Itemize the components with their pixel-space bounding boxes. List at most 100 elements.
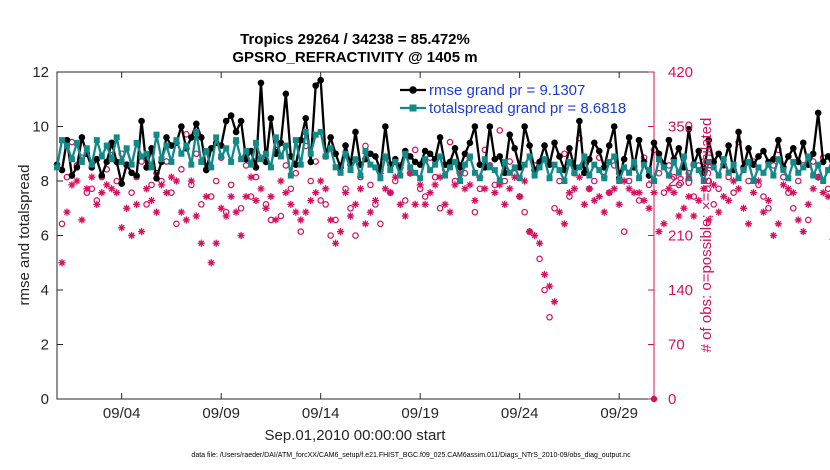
totalspread-point	[720, 156, 727, 163]
obs-assimilated-point	[600, 208, 608, 216]
totalspread-point	[815, 161, 822, 168]
totalspread-point	[780, 167, 787, 174]
totalspread-point	[347, 167, 354, 174]
obs-assimilated-point	[605, 189, 613, 197]
obs-possible-point	[471, 208, 479, 216]
rmse-point	[581, 169, 588, 177]
rmse-point	[267, 115, 275, 122]
totalspread-point	[168, 158, 175, 165]
totalspread-point	[606, 158, 613, 165]
totalspread-point	[312, 131, 319, 138]
totalspread-point	[571, 169, 578, 176]
rmse-point	[576, 117, 583, 125]
totalspread-point	[521, 161, 528, 168]
totalspread-point	[337, 169, 344, 176]
y-left-tick-label: 12	[32, 64, 49, 81]
totalspread-point	[690, 161, 697, 168]
obs-assimilated-point	[794, 216, 802, 224]
totalspread-point	[317, 128, 324, 135]
obs-assimilated-point	[133, 200, 141, 208]
obs-assimilated-point	[302, 208, 310, 216]
obs-assimilated-point	[521, 177, 529, 185]
obs-assimilated-point	[212, 239, 220, 247]
obs-possible-point	[541, 286, 548, 294]
rmse-point	[541, 142, 548, 149]
obs-possible-point	[332, 216, 339, 224]
rmse-point	[824, 153, 830, 160]
totalspread-point	[710, 164, 717, 171]
obs-assimilated-point	[98, 189, 106, 197]
totalspread-point	[267, 164, 274, 171]
obs-possible-point	[496, 127, 504, 134]
obs-assimilated-point	[744, 220, 753, 228]
rmse-point	[202, 166, 210, 174]
obs-assimilated-point	[267, 192, 275, 201]
totalspread-point	[362, 148, 369, 155]
obs-assimilated-point	[217, 204, 225, 212]
rmse-point	[760, 147, 767, 155]
totalspread-point	[760, 169, 767, 176]
totalspread-point	[536, 164, 543, 171]
rmse-point	[566, 145, 573, 152]
totalspread-point	[476, 175, 483, 182]
obs-assimilated-point	[814, 173, 822, 181]
obs-possible-point	[352, 232, 359, 239]
obs-assimilated-point	[635, 189, 643, 197]
rmse-point	[138, 117, 145, 125]
obs-possible-point	[730, 189, 737, 196]
y-right-tick-label: 350	[668, 119, 693, 136]
totalspread-point	[238, 156, 245, 163]
rmse-point	[426, 150, 434, 158]
obs-assimilated-point	[78, 216, 86, 224]
rmse-point	[282, 90, 290, 98]
totalspread-point	[382, 153, 389, 160]
obs-assimilated-point	[705, 216, 713, 224]
rmse-point	[511, 145, 518, 152]
obs-assimilated-point	[560, 220, 569, 228]
rmse-point	[506, 131, 514, 138]
totalspread-point	[531, 172, 538, 179]
obs-possible-point	[401, 197, 409, 204]
totalspread-point	[297, 161, 304, 168]
obs-assimilated-point	[411, 200, 419, 208]
obs-possible-point	[710, 201, 718, 208]
obs-possible-point	[347, 204, 354, 212]
obs-possible-point	[521, 208, 528, 216]
obs-assimilated-point	[436, 173, 444, 181]
rmse-point	[257, 79, 265, 87]
totalspread-point	[342, 150, 349, 157]
obs-assimilated-point	[192, 212, 200, 220]
totalspread-point	[93, 137, 100, 144]
obs-assimilated-point	[685, 192, 693, 201]
rmse-point	[725, 142, 732, 149]
totalspread-point	[223, 145, 230, 152]
obs-assimilated-point	[381, 185, 389, 193]
rmse-point	[476, 161, 484, 168]
obs-assimilated-point	[247, 173, 255, 181]
obs-assimilated-point	[754, 177, 763, 185]
rmse-point	[755, 153, 762, 160]
obs-possible-point	[247, 193, 255, 200]
obs-assimilated-point	[187, 177, 195, 185]
rmse-point	[178, 123, 185, 130]
obs-possible-point	[546, 313, 553, 321]
obs-assimilated-point	[277, 177, 285, 185]
rmse-point	[625, 134, 633, 141]
rmse-point	[695, 147, 703, 155]
obs-possible-point	[342, 185, 349, 193]
obs-assimilated-point	[550, 298, 559, 306]
obs-possible-point	[765, 204, 772, 212]
totalspread-point	[820, 178, 827, 184]
obs-assimilated-point	[227, 192, 235, 201]
rmse-point	[168, 142, 175, 149]
obs-assimilated-point	[496, 181, 504, 189]
obs-assimilated-point	[799, 228, 807, 236]
rmse-point	[252, 164, 260, 171]
obs-assimilated-point	[157, 181, 166, 189]
obs-assimilated-point	[272, 216, 280, 224]
x-tick-label: 09/04	[103, 405, 141, 422]
obs-assimilated-point	[242, 192, 250, 201]
obs-assimilated-point	[695, 196, 703, 205]
totalspread-point	[83, 145, 90, 152]
totalspread-point	[447, 164, 454, 171]
